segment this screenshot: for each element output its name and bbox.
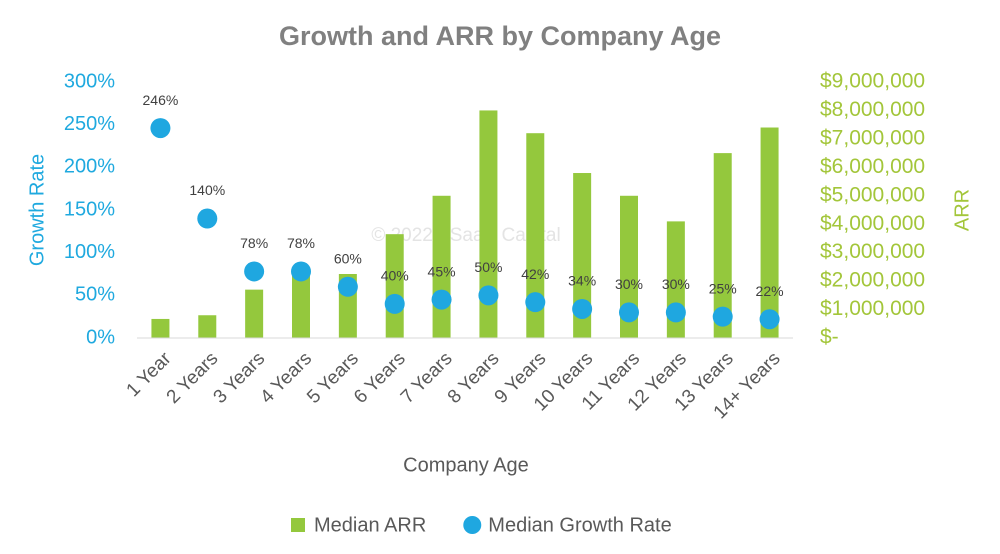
bar — [620, 195, 638, 338]
dot — [665, 302, 686, 323]
dot — [291, 261, 311, 282]
dot — [197, 208, 218, 229]
bar — [760, 127, 779, 338]
bar — [526, 133, 545, 338]
data-label: 78% — [287, 235, 315, 251]
y-tick-label: 300% — [64, 70, 115, 92]
bar — [198, 315, 217, 338]
data-label: 40% — [381, 268, 409, 284]
dot — [244, 261, 265, 282]
dot — [384, 293, 405, 314]
y2-tick-label: $2,000,000 — [820, 269, 925, 292]
legend-swatch — [463, 516, 482, 534]
dot — [759, 309, 780, 330]
watermark: © 2022 - SaaS Capital — [371, 225, 560, 246]
y2-axis-label: ARR — [951, 189, 973, 231]
x-tick-label: 6 Years — [350, 348, 410, 408]
x-tick-label: 3 Years — [210, 348, 270, 408]
dot — [619, 302, 639, 323]
data-label: 22% — [756, 283, 784, 299]
data-label: 34% — [568, 273, 596, 289]
legend-label: Median ARR — [314, 514, 426, 536]
data-label: 140% — [189, 182, 225, 198]
y2-tick-label: $3,000,000 — [820, 240, 925, 263]
dot — [525, 292, 546, 313]
y-tick-label: 250% — [64, 113, 115, 135]
y2-tick-label: $- — [820, 326, 839, 349]
dot — [572, 298, 593, 319]
y-tick-label: 0% — [86, 326, 115, 348]
data-label: 45% — [428, 263, 456, 279]
data-label: 30% — [662, 276, 690, 292]
dot — [337, 276, 358, 297]
y2-tick-label: $5,000,000 — [820, 183, 925, 206]
x-tick-label: 2 Years — [163, 348, 223, 408]
y2-tick-label: $8,000,000 — [820, 98, 925, 121]
data-label: 246% — [143, 92, 179, 108]
y2-tick-label: $9,000,000 — [820, 70, 925, 93]
data-label: 25% — [709, 280, 737, 296]
bar — [479, 110, 498, 338]
y2-tick-label: $6,000,000 — [820, 155, 925, 178]
x-tick-label: 4 Years — [256, 348, 316, 408]
legend-swatch — [291, 518, 305, 532]
y2-tick-label: $4,000,000 — [820, 212, 925, 235]
dot — [150, 118, 171, 139]
y-tick-label: 50% — [75, 284, 115, 306]
legend-label: Median Growth Rate — [488, 514, 671, 536]
x-axis-label: Company Age — [403, 454, 529, 476]
dot — [712, 306, 733, 327]
chart-title: Growth and ARR by Company Age — [279, 21, 721, 51]
y2-tick-label: $1,000,000 — [820, 297, 925, 320]
y2-tick-label: $7,000,000 — [820, 126, 925, 149]
bar — [151, 318, 170, 338]
x-tick-label: 7 Years — [397, 348, 457, 408]
bar — [385, 234, 404, 338]
bar — [292, 272, 310, 338]
x-tick-label: 8 Years — [444, 348, 504, 408]
bar — [573, 173, 592, 338]
data-label: 78% — [240, 235, 268, 251]
data-label: 50% — [474, 259, 502, 275]
data-label: 30% — [615, 276, 643, 292]
y-tick-label: 100% — [64, 241, 115, 263]
bar — [713, 153, 732, 338]
data-label: 42% — [521, 266, 549, 282]
dot — [431, 289, 452, 310]
dot — [478, 285, 499, 306]
y-tick-label: 150% — [64, 198, 115, 220]
bar — [245, 289, 264, 338]
x-tick-label: 5 Years — [303, 348, 363, 408]
y-tick-label: 200% — [64, 156, 115, 178]
data-label: 60% — [334, 251, 362, 267]
y-axis-label: Growth Rate — [26, 154, 48, 266]
